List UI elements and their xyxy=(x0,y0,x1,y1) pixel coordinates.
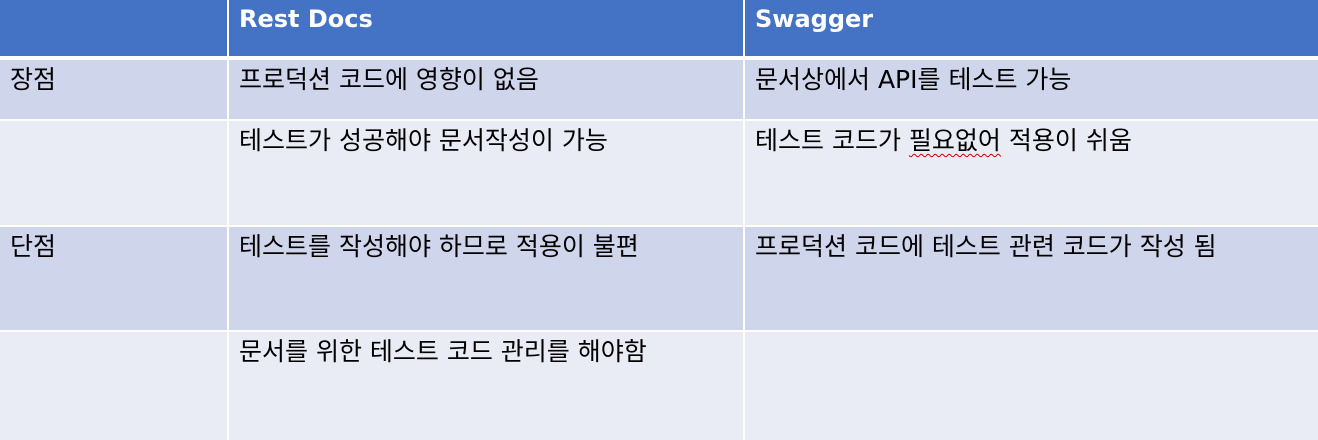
rest-docs-cell: 테스트가 성공해야 문서작성이 가능 xyxy=(229,121,743,225)
table-row: 장점 프로덕션 코드에 영향이 없음 문서상에서 API를 테스트 가능 xyxy=(0,60,1318,119)
swagger-cell: 문서상에서 API를 테스트 가능 xyxy=(745,60,1318,119)
row-label-empty xyxy=(0,121,227,225)
table-row: 단점 테스트를 작성해야 하므로 적용이 불편 프로덕션 코드에 테스트 관련 … xyxy=(0,227,1318,330)
swagger-text-pre: 테스트 코드가 xyxy=(755,126,909,155)
header-cell-empty xyxy=(0,0,227,56)
row-label-pros: 장점 xyxy=(0,60,227,119)
header-cell-rest-docs: Rest Docs xyxy=(229,0,743,56)
table-header-row: Rest Docs Swagger xyxy=(0,0,1318,56)
rest-docs-cell: 테스트를 작성해야 하므로 적용이 불편 xyxy=(229,227,743,330)
table-row: 테스트가 성공해야 문서작성이 가능 테스트 코드가 필요없어 적용이 쉬움 xyxy=(0,121,1318,225)
swagger-cell xyxy=(745,332,1318,440)
swagger-text-post: 적용이 쉬움 xyxy=(1000,126,1132,155)
header-cell-swagger: Swagger xyxy=(745,0,1318,56)
table-row: 문서를 위한 테스트 코드 관리를 해야함 xyxy=(0,332,1318,440)
rest-docs-cell: 문서를 위한 테스트 코드 관리를 해야함 xyxy=(229,332,743,440)
swagger-cell: 테스트 코드가 필요없어 적용이 쉬움 xyxy=(745,121,1318,225)
rest-docs-cell: 프로덕션 코드에 영향이 없음 xyxy=(229,60,743,119)
row-label-cons: 단점 xyxy=(0,227,227,330)
spellcheck-flagged-word: 필요없어 xyxy=(908,126,1001,155)
row-label-empty xyxy=(0,332,227,440)
swagger-cell: 프로덕션 코드에 테스트 관련 코드가 작성 됨 xyxy=(745,227,1318,330)
